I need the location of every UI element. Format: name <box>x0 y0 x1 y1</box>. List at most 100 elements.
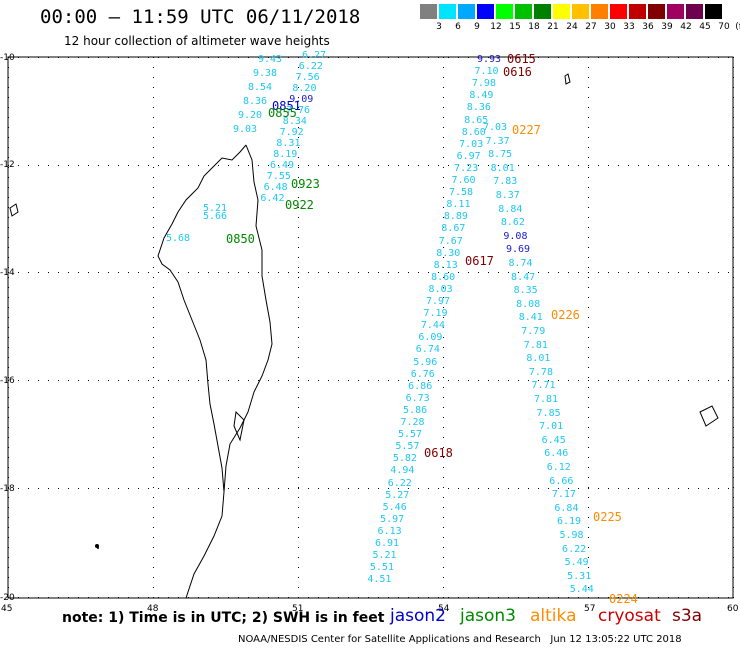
wave-height-label: 8.03 <box>428 283 453 295</box>
wave-height-label: 8.01 <box>526 353 551 365</box>
legend-swatch <box>591 4 608 19</box>
wave-height-label: 8.19 <box>273 149 298 160</box>
time-label: 0618 <box>424 446 453 460</box>
wave-height-label: 8.11 <box>446 199 471 211</box>
madagascar-coastline <box>157 144 273 599</box>
wave-height-label: 9.09 <box>289 94 314 105</box>
island-ne <box>564 73 571 85</box>
wave-height-label: 6.66 <box>549 475 574 487</box>
legend-swatch <box>439 4 456 19</box>
wave-height-label: 7.28 <box>400 417 425 428</box>
wave-height-label: 7.37 <box>485 135 510 147</box>
wave-height-label: 7.23 <box>454 162 479 174</box>
wave-height-label: 5.31 <box>567 570 592 582</box>
wave-height-label: 7.85 <box>536 407 561 419</box>
wave-height-label: 6.22 <box>298 61 323 72</box>
wave-height-label: 6.48 <box>263 182 288 193</box>
legend-swatch <box>629 4 646 19</box>
wave-height-label: 4.51 <box>367 574 392 586</box>
page-subtitle: 12 hour collection of altimeter wave hei… <box>64 34 330 48</box>
legend-jason3: jason3 <box>460 606 516 626</box>
wave-height-label: 6.12 <box>546 462 571 473</box>
wave-height-label: 5.49 <box>564 557 589 569</box>
wave-height-label: 5.57 <box>397 429 423 441</box>
wave-height-label: 8.67 <box>441 223 466 235</box>
legend-s3a: s3a <box>672 606 703 626</box>
legend-value: 36 <box>642 22 654 32</box>
wave-height-label: 7.01 <box>539 421 564 433</box>
footer-note: note: 1) Time is in UTC; 2) SWH is in fe… <box>62 610 385 626</box>
island-west <box>9 203 19 217</box>
wave-height-label: 8.65 <box>464 114 489 126</box>
time-label: 0224 <box>609 592 638 606</box>
wave-height-label: 5.57 <box>395 441 420 453</box>
wave-height-label: 5.44 <box>569 584 594 596</box>
time-label: 0225 <box>593 510 622 524</box>
legend-swatch <box>667 4 684 19</box>
wave-height-label: 9.38 <box>253 68 278 79</box>
credit-line: NOAA/NESDIS Center for Satellite Applica… <box>238 634 682 645</box>
lat-label-12: -12 <box>0 160 15 170</box>
legend-swatch <box>534 4 551 19</box>
wave-height-label: 7.60 <box>451 175 476 186</box>
legend-value: 3 <box>436 22 442 32</box>
legend-value: 9 <box>474 22 480 32</box>
wave-height-label: 8.08 <box>516 298 541 310</box>
legend-jason2: jason2 <box>390 606 446 626</box>
time-label: 0616 <box>503 65 532 79</box>
wave-height-label: 6.13 <box>377 525 402 537</box>
wave-height-label: 7.98 <box>471 78 496 90</box>
wave-height-label: 5.97 <box>380 513 405 525</box>
legend-altika: altika <box>530 606 577 626</box>
time-label: 0851 <box>272 99 301 113</box>
island-east <box>699 405 719 427</box>
wave-height-label: 5.27 <box>385 489 410 501</box>
legend-swatch <box>496 4 513 19</box>
legend-value: 18 <box>528 22 540 32</box>
wave-height-label: 6.74 <box>415 344 440 356</box>
wave-height-label: 8.74 <box>508 258 533 269</box>
wave-height-label: 6.97 <box>456 150 481 162</box>
legend-swatch <box>515 4 532 19</box>
wave-height-label: 8.49 <box>469 90 494 102</box>
wave-height-label: 7.97 <box>426 296 451 307</box>
island-point-2 <box>97 547 99 549</box>
legend-value: 33 <box>623 22 635 32</box>
legend-value: 42 <box>680 22 692 32</box>
time-label: 0850 <box>226 232 255 246</box>
wave-height-label: 4.94 <box>390 465 415 477</box>
wave-height-label: 8.31 <box>276 138 301 149</box>
wave-height-label: 7.76 <box>286 105 311 116</box>
wave-height-label: 8.54 <box>248 82 273 93</box>
time-label: 0922 <box>285 198 314 212</box>
wave-height-label: 7.81 <box>523 339 548 351</box>
legend-value: 6 <box>455 22 461 32</box>
wave-height-label: 5.66 <box>203 211 228 222</box>
wave-height-label: 6.22 <box>562 543 587 555</box>
legend-swatch <box>705 4 722 19</box>
legend-value: 30 <box>604 22 616 32</box>
lat-label-14: -14 <box>0 268 15 278</box>
lat-label-16: -16 <box>0 376 15 386</box>
wave-height-label: 6.45 <box>541 434 566 446</box>
wave-height-label: 9.69 <box>505 244 531 256</box>
wave-height-label: 7.67 <box>438 235 463 247</box>
wave-height-label: 8.84 <box>498 203 523 215</box>
wave-height-label: 5.68 <box>166 233 191 244</box>
wave-height-label: 8.20 <box>292 83 317 94</box>
wave-height-label: 5.96 <box>413 356 438 368</box>
legend-swatch <box>458 4 475 19</box>
wave-height-label: 5.82 <box>392 453 417 465</box>
time-label: 0226 <box>551 308 580 322</box>
wave-height-label: 7.19 <box>423 308 448 320</box>
island-coast <box>233 410 245 442</box>
wave-height-label: 8.89 <box>443 211 468 223</box>
legend-value: 27 <box>585 22 597 32</box>
wave-height-label: 7.79 <box>521 326 546 337</box>
wave-height-label: 8.60 <box>461 126 486 138</box>
legend-cryosat: cryosat <box>598 606 661 626</box>
wave-height-label: 8.01 <box>490 162 515 174</box>
time-label: 0615 <box>507 52 536 66</box>
wave-height-label: 7.03 <box>483 122 508 133</box>
legend-value: 15 <box>509 22 521 32</box>
